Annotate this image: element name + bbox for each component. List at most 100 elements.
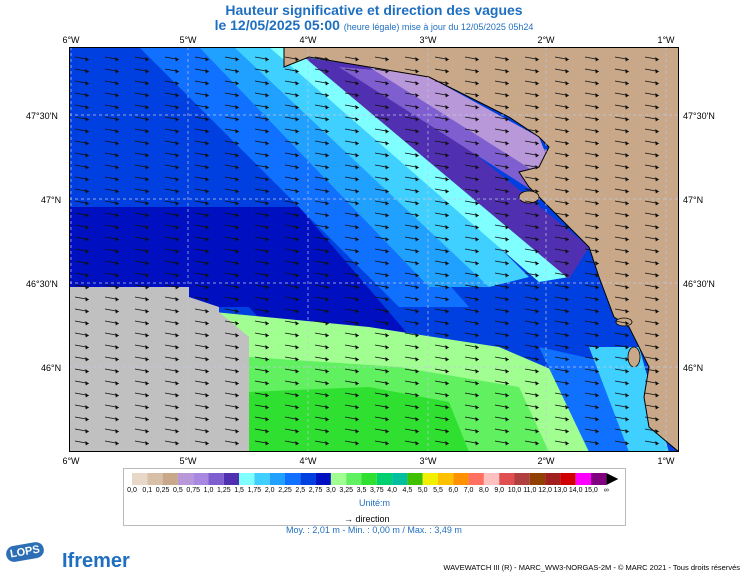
direction-arrow-head: [205, 333, 209, 338]
direction-arrow-head: [505, 285, 509, 290]
direction-arrow-head: [505, 57, 509, 62]
direction-arrow-head: [625, 333, 629, 338]
direction-arrow-head: [325, 249, 329, 254]
direction-arrow-head: [595, 441, 599, 446]
direction-arrow-head: [145, 429, 149, 434]
direction-arrow-head: [475, 141, 479, 146]
direction-arrow-head: [325, 345, 329, 350]
direction-arrow-head: [505, 393, 509, 398]
direction-arrow-head: [535, 141, 539, 146]
direction-arrow-head: [565, 57, 569, 62]
direction-arrow-head: [595, 57, 599, 62]
direction-arrow-head: [535, 69, 539, 74]
direction-arrow-head: [115, 273, 119, 278]
direction-arrow-head: [595, 429, 599, 434]
direction-arrow-head: [385, 309, 389, 314]
direction-arrow-head: [265, 93, 269, 98]
direction-arrow-head: [85, 93, 89, 98]
wave-height-map[interactable]: [69, 47, 679, 452]
direction-arrow-head: [655, 357, 659, 362]
tick-label: 15,0: [584, 487, 598, 494]
direction-arrow-head: [415, 417, 419, 422]
direction-arrow-head: [655, 117, 659, 122]
direction-arrow-head: [595, 189, 599, 194]
direction-arrow-head: [295, 321, 299, 326]
direction-arrow-head: [595, 381, 599, 386]
direction-arrow-head: [415, 393, 419, 398]
direction-arrow-head: [505, 93, 509, 98]
direction-arrow-head: [475, 189, 479, 194]
direction-arrow-head: [235, 333, 239, 338]
direction-arrow-head: [235, 321, 239, 326]
direction-arrow-head: [235, 309, 239, 314]
direction-arrow-head: [115, 117, 119, 122]
direction-arrow-head: [175, 381, 179, 386]
tick-label: 0,1: [142, 487, 153, 494]
direction-arrow-head: [325, 189, 329, 194]
color-swatch: [575, 473, 591, 485]
direction-arrow-head: [535, 81, 539, 86]
direction-arrow-head: [205, 429, 209, 434]
direction-arrow-head: [355, 237, 359, 242]
direction-arrow-head: [265, 345, 269, 350]
direction-arrow-head: [595, 117, 599, 122]
tick-label: 3,75: [369, 487, 384, 494]
direction-arrow-head: [565, 393, 569, 398]
direction-arrow-head: [265, 333, 269, 338]
direction-arrow-head: [85, 105, 89, 110]
direction-arrow-head: [265, 237, 269, 242]
direction-arrow-head: [145, 57, 149, 62]
direction-arrow-head: [265, 177, 269, 182]
direction-arrow-head: [625, 393, 629, 398]
lon-label-top: 4°W: [299, 35, 317, 45]
direction-arrow-head: [655, 213, 659, 218]
graticule: [69, 47, 679, 452]
direction-arrow-head: [265, 225, 269, 230]
direction-arrow-head: [235, 213, 239, 218]
color-swatch: [208, 473, 224, 485]
direction-arrow-head: [355, 261, 359, 266]
direction-arrow-head: [265, 69, 269, 74]
direction-arrow-head: [385, 165, 389, 170]
direction-arrow-head: [85, 333, 89, 338]
direction-arrow-head: [145, 201, 149, 206]
color-swatch: [193, 473, 209, 485]
direction-arrow-head: [625, 405, 629, 410]
direction-arrow-head: [265, 81, 269, 86]
direction-arrow-head: [535, 165, 539, 170]
direction-arrow-head: [175, 309, 179, 314]
direction-arrow-head: [655, 201, 659, 206]
direction-arrow-head: [475, 441, 479, 446]
direction-arrow-head: [265, 141, 269, 146]
direction-arrow-head: [175, 129, 179, 134]
direction-arrow-head: [235, 69, 239, 74]
direction-arrow-head: [145, 213, 149, 218]
direction-arrow-head: [295, 417, 299, 422]
direction-arrow-head: [505, 213, 509, 218]
direction-arrow-head: [205, 309, 209, 314]
direction-arrow-head: [385, 153, 389, 158]
direction-arrow-head: [385, 285, 389, 290]
tick-label: 5,5: [433, 487, 443, 494]
direction-arrow-head: [475, 93, 479, 98]
direction-arrow-head: [445, 429, 449, 434]
direction-arrow-head: [325, 297, 329, 302]
direction-arrow-head: [535, 129, 539, 134]
direction-arrow-head: [205, 237, 209, 242]
direction-arrow-head: [355, 417, 359, 422]
lon-label-top: 2°W: [537, 35, 555, 45]
direction-arrow-head: [385, 237, 389, 242]
direction-arrow-head: [175, 285, 179, 290]
direction-arrow-head: [115, 93, 119, 98]
direction-arrow-head: [565, 417, 569, 422]
direction-arrow-head: [595, 309, 599, 314]
direction-arrow-head: [625, 345, 629, 350]
direction-arrow-head: [475, 177, 479, 182]
direction-arrow-head: [205, 69, 209, 74]
direction-arrow-head: [475, 261, 479, 266]
direction-arrow-head: [235, 345, 239, 350]
direction-arrow-head: [145, 237, 149, 242]
direction-arrow-head: [415, 357, 419, 362]
direction-arrow-head: [85, 285, 89, 290]
direction-arrow-head: [535, 381, 539, 386]
